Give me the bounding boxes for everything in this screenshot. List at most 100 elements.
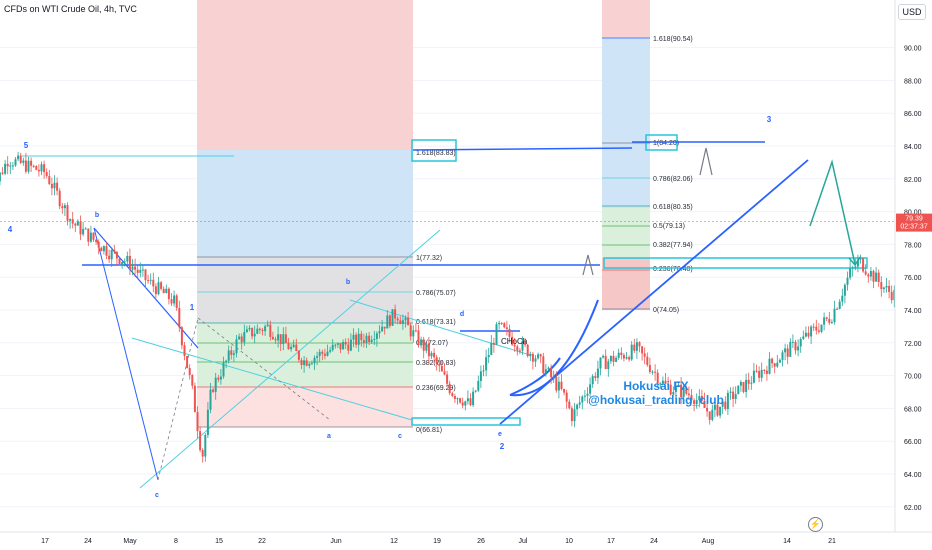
candle-body: [552, 377, 555, 379]
candle-body: [516, 346, 519, 351]
candle-body: [443, 371, 446, 375]
candle-body: [420, 339, 423, 346]
risk-zone: [602, 0, 650, 38]
x-tick-label: 8: [174, 538, 178, 545]
candle-body: [456, 398, 459, 400]
candle-body: [253, 333, 256, 337]
resistance-line: [412, 147, 633, 151]
y-tick-label: 86.00: [904, 111, 922, 118]
candle-body: [594, 376, 597, 378]
candle-body: [810, 326, 813, 337]
candle-body: [188, 367, 191, 376]
candle-body: [232, 353, 235, 355]
candle-body: [56, 182, 59, 191]
demand-zone: [603, 257, 868, 269]
candle-body: [43, 164, 46, 172]
candle-body: [867, 274, 870, 277]
candle-body: [765, 370, 768, 374]
candle-body: [128, 255, 131, 270]
candle-body: [313, 357, 316, 364]
candle-body: [635, 342, 638, 351]
candle-body: [763, 369, 766, 371]
candle-body: [24, 160, 27, 172]
candle-body: [771, 358, 774, 364]
candle-body: [121, 262, 124, 264]
candle-body: [365, 335, 368, 343]
candle-body: [682, 387, 685, 398]
candle-body: [438, 363, 441, 366]
reward-zone: [602, 38, 650, 208]
candle-body: [511, 336, 514, 345]
candle-body: [425, 343, 428, 351]
candle-body: [204, 435, 207, 457]
candle-body: [160, 282, 163, 289]
candle-body: [791, 341, 794, 343]
x-tick-label: Jul: [519, 538, 528, 545]
support-box: [411, 417, 521, 426]
candle-body: [222, 362, 225, 377]
candle-body: [141, 269, 144, 271]
wave-label: d: [460, 311, 464, 318]
candle-body: [615, 357, 618, 362]
price-tag-value: 79.39: [905, 216, 923, 223]
candle-body: [360, 333, 363, 341]
candle-body: [22, 160, 25, 163]
candle-body: [885, 285, 888, 288]
candle-body: [329, 350, 332, 352]
candle-body: [856, 259, 859, 267]
candle-body: [58, 190, 61, 207]
y-tick-label: 76.00: [904, 275, 922, 282]
candle-body: [472, 391, 475, 406]
x-tick-label: Aug: [702, 538, 715, 545]
candle-body: [277, 334, 280, 341]
candle-body: [318, 351, 321, 357]
candle-body: [698, 396, 701, 401]
wave-label: 5: [24, 141, 29, 150]
candle-body: [453, 396, 456, 399]
fib-label-left: 0.618(73.31): [416, 319, 456, 326]
candle-body: [154, 286, 157, 295]
reward-zone: [197, 150, 413, 270]
candle-body: [331, 344, 334, 351]
candle-body: [76, 221, 79, 226]
wave-label: 3: [767, 115, 772, 124]
x-tick-label: 26: [477, 538, 485, 545]
candle-body: [417, 330, 420, 346]
candle-body: [862, 258, 865, 272]
candle-body: [375, 333, 378, 339]
candle-body: [625, 357, 628, 359]
candle-body: [19, 155, 22, 163]
candle-body: [786, 348, 789, 357]
currency-button[interactable]: USD: [898, 4, 926, 20]
candle-body: [781, 352, 784, 360]
candle-body: [758, 371, 761, 378]
candle-body: [531, 353, 534, 362]
candle-body: [6, 163, 9, 167]
candle-body: [170, 299, 173, 304]
y-tick-label: 84.00: [904, 144, 922, 151]
candle-body: [667, 383, 670, 385]
fib-label-right: 0(74.05): [653, 307, 679, 314]
candle-body: [745, 379, 748, 392]
candle-body: [526, 344, 529, 357]
wave-label: 2: [500, 442, 505, 451]
candle-body: [804, 332, 807, 337]
candle-body: [495, 324, 498, 345]
candle-body: [144, 269, 147, 281]
x-tick-label: 21: [828, 538, 836, 545]
candle-body: [529, 353, 532, 357]
candle-body: [370, 339, 373, 342]
candle-body: [469, 398, 472, 406]
candle-body: [401, 320, 404, 325]
candle-body: [573, 409, 576, 422]
candle-body: [245, 329, 248, 333]
candle-body: [578, 402, 581, 405]
fib-zone: [197, 387, 413, 427]
lightning-icon[interactable]: ⚡: [808, 517, 823, 532]
candle-body: [157, 282, 160, 295]
candle-body: [888, 285, 891, 292]
candle-body: [391, 309, 394, 326]
candle-body: [672, 392, 675, 395]
candle-body: [347, 344, 350, 351]
